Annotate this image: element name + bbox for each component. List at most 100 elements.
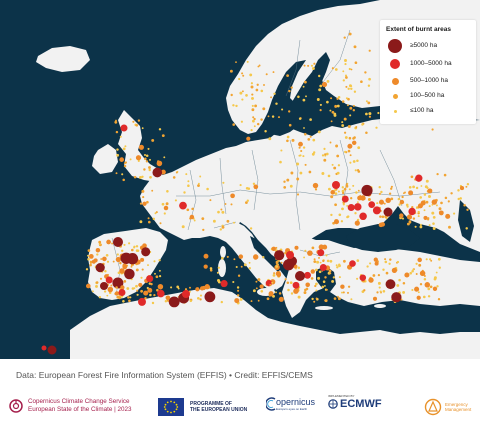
fire-marker-small <box>212 219 216 223</box>
fire-marker-medium <box>380 222 386 227</box>
fire-marker-small <box>241 98 244 101</box>
fire-marker-small <box>241 72 244 75</box>
fire-marker-small <box>344 136 348 139</box>
fire-marker-small <box>291 138 295 142</box>
fire-marker-small <box>337 96 341 99</box>
fire-marker-small <box>164 300 168 303</box>
fire-marker-small <box>252 289 256 293</box>
fire-marker-small <box>353 90 357 93</box>
fire-marker-small <box>345 85 348 88</box>
fire-marker-small <box>453 212 456 215</box>
fire-marker-small <box>352 104 355 107</box>
fire-marker-small <box>144 296 147 300</box>
fire-marker-small <box>302 146 306 149</box>
fire-marker-small <box>95 284 98 288</box>
fire-marker-small <box>183 191 186 194</box>
eu-programme-logo: PROGRAMME OF THE EUROPEAN UNION <box>158 398 247 416</box>
fire-marker-small <box>384 260 388 264</box>
fire-marker-small <box>401 195 404 199</box>
fire-marker-small <box>133 246 136 249</box>
fire-marker-small <box>302 98 306 102</box>
fire-marker-small <box>119 135 122 138</box>
fire-marker-small <box>257 278 261 282</box>
fire-marker-small <box>283 180 286 183</box>
country-borders <box>111 29 441 297</box>
fire-marker-small <box>266 297 270 301</box>
fire-marker-small <box>275 291 277 294</box>
credit-prefix: Data: <box>16 370 39 380</box>
fire-marker-large <box>105 276 113 284</box>
fire-marker-medium <box>122 264 128 270</box>
fire-marker-small <box>341 121 344 124</box>
fire-marker-small <box>329 272 332 275</box>
fire-marker-small <box>297 295 301 299</box>
fire-marker-small <box>364 71 367 74</box>
fire-marker-small <box>325 288 328 291</box>
fire-marker-medium <box>102 256 107 262</box>
fire-marker-small <box>402 192 405 195</box>
fire-marker-small <box>232 280 235 284</box>
fire-marker-small <box>354 61 358 65</box>
fire-marker-small <box>465 185 468 188</box>
fire-marker-very-large <box>47 345 57 355</box>
border-line <box>319 29 351 87</box>
fire-marker-small <box>235 104 238 108</box>
em-line1: Emergency <box>445 401 468 407</box>
fire-marker-small <box>296 193 300 196</box>
fire-marker-small <box>360 80 363 84</box>
fire-marker-small <box>315 289 318 292</box>
fire-marker-small <box>326 80 330 83</box>
fire-marker-small <box>405 203 409 207</box>
fire-marker-small <box>357 146 361 150</box>
fire-marker-very-large <box>152 167 163 178</box>
fire-marker-small <box>401 217 405 220</box>
fire-marker-medium <box>106 239 111 245</box>
fire-marker-small <box>432 227 436 230</box>
fire-marker-small <box>303 291 307 295</box>
fire-marker-medium <box>372 296 378 301</box>
fire-marker-small <box>260 89 264 93</box>
fire-marker-medium <box>347 143 353 149</box>
fire-marker-small <box>220 300 223 304</box>
fire-marker-small <box>396 260 400 264</box>
fire-marker-small <box>250 85 254 89</box>
fire-marker-small <box>307 138 311 141</box>
fire-marker-small <box>128 299 131 303</box>
fire-marker-small <box>423 209 426 212</box>
fire-marker-small <box>271 281 274 284</box>
legend-item-label: 500–1000 ha <box>410 77 448 84</box>
fire-marker-small <box>255 280 258 283</box>
fire-marker-small <box>121 173 124 176</box>
fire-marker-small <box>330 213 333 217</box>
fire-marker-small <box>209 269 213 272</box>
fire-marker-small <box>408 186 412 189</box>
fire-marker-medium <box>230 193 235 199</box>
legend-item: 500–1000 ha <box>380 73 476 89</box>
fire-marker-small <box>272 71 275 74</box>
fire-marker-small <box>170 286 173 289</box>
fire-marker-small <box>156 288 159 292</box>
fire-marker-small <box>299 154 302 157</box>
fire-marker-small <box>322 280 326 283</box>
fire-marker-small <box>428 205 431 208</box>
fire-marker-medium <box>271 246 276 251</box>
fire-marker-small <box>263 84 265 86</box>
fire-marker-small <box>150 282 153 286</box>
legend-item: ≥5000 ha <box>380 38 476 54</box>
fire-marker-small <box>457 189 460 192</box>
fire-marker-small <box>271 115 275 118</box>
fire-marker-small <box>357 189 360 192</box>
fire-marker-small <box>128 242 131 245</box>
fire-marker-medium <box>312 182 319 189</box>
fire-marker-small <box>233 258 236 261</box>
fire-marker-small <box>217 279 220 282</box>
fire-marker-small <box>153 293 156 297</box>
em-line2: Management <box>445 407 472 412</box>
fire-marker-small <box>402 290 406 294</box>
fire-marker-small <box>251 96 254 100</box>
fire-marker-small <box>334 192 338 195</box>
fire-marker-small <box>104 269 107 273</box>
fire-marker-small <box>311 246 315 250</box>
fire-marker-small <box>224 203 227 205</box>
fire-marker-small <box>297 266 301 269</box>
